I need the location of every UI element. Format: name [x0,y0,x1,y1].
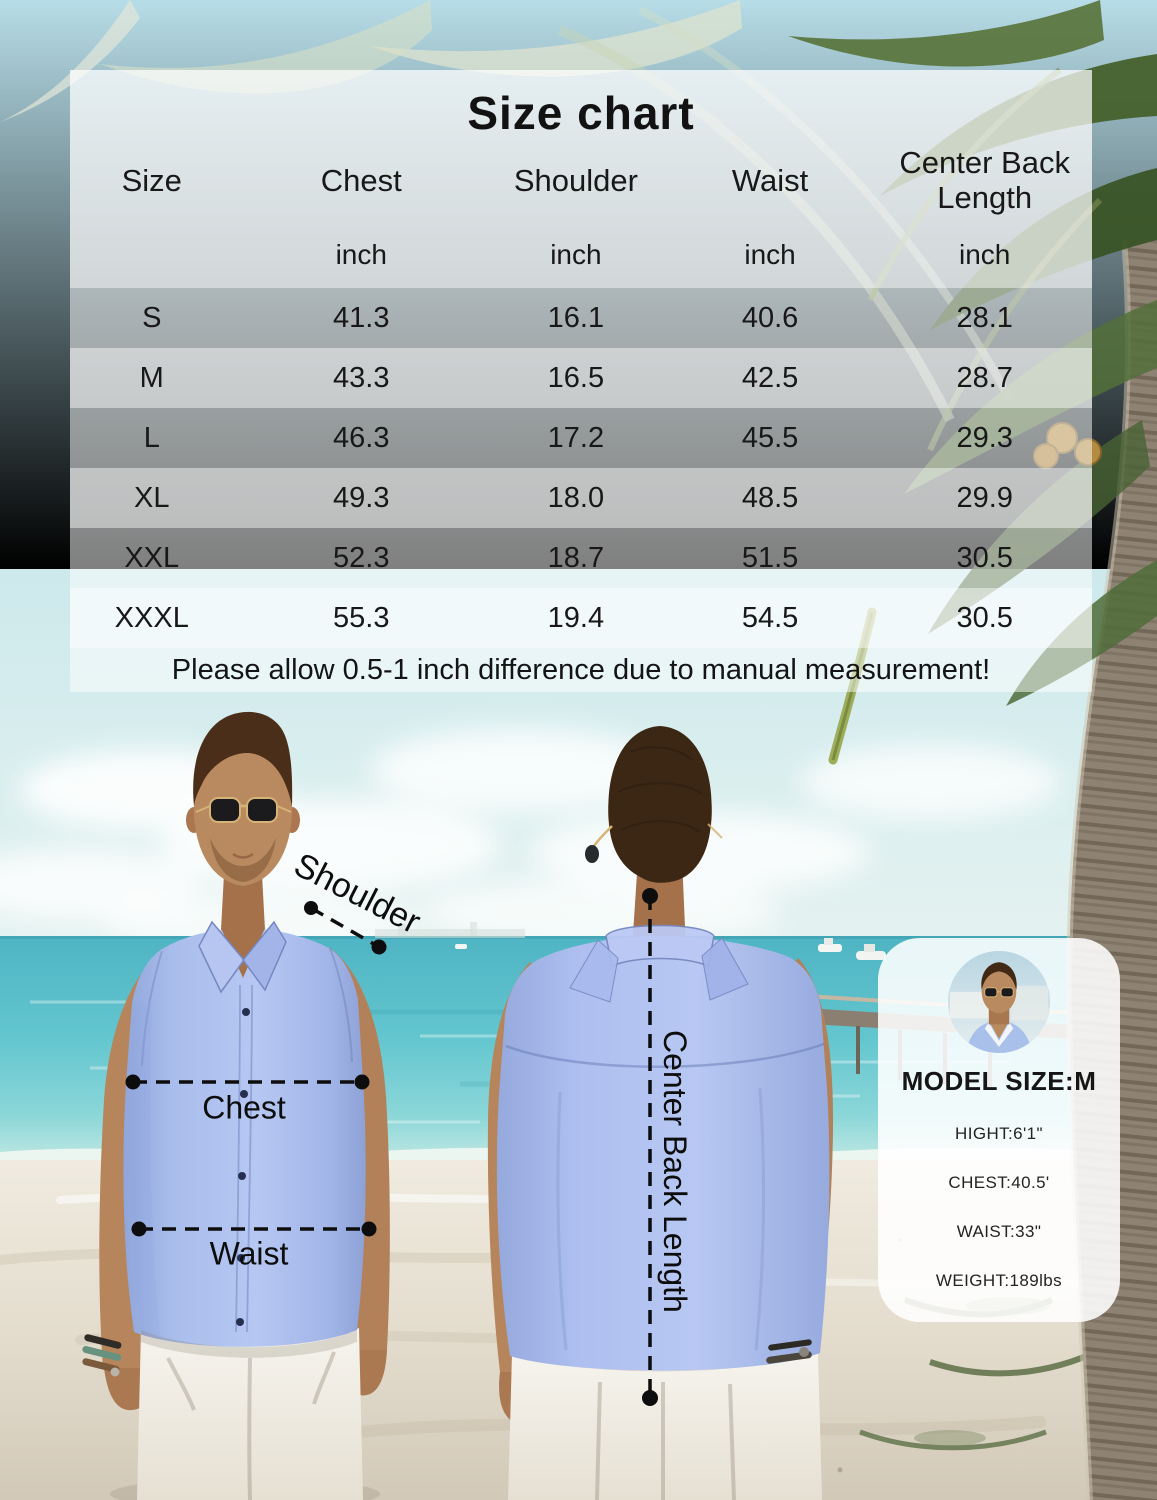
sunglasses [195,797,292,823]
header-cell-shoulder: Shoulder [513,163,638,198]
cell-size: S [142,301,162,334]
unit-cell: inch [958,239,1011,270]
cell-chest: 43.3 [333,361,390,394]
cell-shoulder: 17.2 [547,421,605,454]
cell-size: M [139,361,164,394]
cell-chest: 52.3 [333,541,390,574]
model-height: HIGHT:6'1" [955,1124,1043,1143]
cell-center-back-length: 29.9 [956,481,1013,514]
cell-shoulder: 18.0 [547,481,605,514]
model-info-card: MODEL SIZE:M HIGHT:6'1" CHEST:40.5' WAIS… [878,938,1120,1322]
header-cell-chest: Chest [320,163,402,198]
shoulder-measure-line [310,906,380,949]
front-model-illustration [82,711,390,1500]
cell-center-back-length: 28.1 [956,301,1013,334]
cell-chest: 55.3 [333,601,390,634]
unit-cell: inch [550,239,602,270]
model-chest: CHEST:40.5' [948,1173,1050,1192]
chest-label: Chest [202,1089,286,1126]
model-avatar [948,951,1050,1053]
cell-waist: 54.5 [741,601,799,634]
measurement-dots [125,888,658,1406]
cell-center-back-length: 29.3 [956,421,1013,454]
table-row: M 43.3 16.5 42.5 28.7 [70,348,1092,408]
horizon-details [375,922,886,960]
model-waist: WAIST:33" [956,1222,1042,1241]
size-chart-header-row: Size Chest Shoulder Waist Center Back Le… [70,140,1092,222]
back-model-illustration [487,726,834,1500]
front-model-bracelet [82,1334,122,1377]
model-stats: HIGHT:6'1" CHEST:40.5' WAIST:33" WEIGHT:… [936,1124,1062,1291]
size-chart-title: Size chart [467,87,695,139]
cell-waist: 42.5 [741,361,799,394]
table-row: XL 49.3 18.0 48.5 29.9 [70,468,1092,528]
header-cell-waist: Waist [731,163,809,198]
model-size-title: MODEL SIZE:M [901,1066,1097,1096]
unit-cell: inch [744,239,796,270]
cell-center-back-length: 30.5 [956,541,1013,574]
cell-waist: 51.5 [741,541,799,574]
unit-cell: inch [335,239,387,270]
cell-chest: 41.3 [333,301,390,334]
table-row: XXXL 55.3 19.4 54.5 30.5 [70,588,1092,648]
cell-size: XL [134,481,170,514]
back-model-bracelet [766,1339,812,1364]
waist-label: Waist [209,1235,289,1272]
cell-waist: 45.5 [741,421,799,454]
table-row: XXL 52.3 18.7 51.5 30.5 [70,528,1092,588]
cell-shoulder: 16.1 [547,301,605,334]
cell-size: L [143,421,160,454]
size-chart-panel: Size chart Size Chest Shoulder Waist Cen… [70,70,1092,692]
cell-center-back-length: 28.7 [956,361,1013,394]
cell-chest: 46.3 [333,421,390,454]
table-row: S 41.3 16.1 40.6 28.1 [70,288,1092,348]
table-row: L 46.3 17.2 45.5 29.3 [70,408,1092,468]
shirt-buttons [236,1008,250,1326]
cell-center-back-length: 30.5 [956,601,1013,634]
size-chart-unit-row: inch inch inch inch [70,222,1092,288]
cell-size: XXL [124,541,180,574]
center-back-length-label: Center Back Length [657,1030,693,1313]
measurement-note: Please allow 0.5-1 inch difference due t… [171,653,991,686]
cell-shoulder: 16.5 [547,361,605,394]
cell-waist: 40.6 [741,301,799,334]
measurement-lines [133,896,652,1398]
header-cell-center-back-length: Center Back Length [899,145,1070,215]
size-chart-header-block: Size chart Size Chest Shoulder Waist Cen… [70,70,1092,288]
header-cell-size: Size [121,163,182,198]
cell-shoulder: 19.4 [547,601,605,634]
cell-size: XXXL [114,601,189,634]
cell-chest: 49.3 [333,481,390,514]
cell-waist: 48.5 [741,481,799,514]
cell-shoulder: 18.7 [547,541,605,574]
model-weight: WEIGHT:189lbs [935,1271,1063,1290]
